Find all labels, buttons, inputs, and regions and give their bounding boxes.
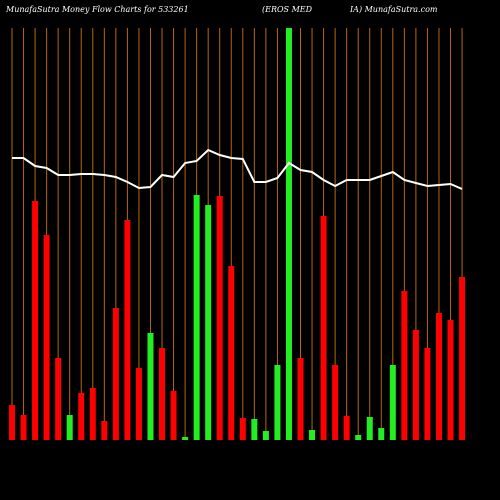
bar (355, 435, 362, 440)
bar (228, 266, 235, 440)
bar (262, 431, 269, 440)
bar (89, 388, 96, 440)
bar (216, 196, 223, 440)
bar (459, 277, 466, 440)
bar (366, 417, 373, 440)
bar (320, 216, 327, 440)
bar (112, 308, 119, 440)
chart-subtitle: (EROS MED (262, 5, 313, 14)
bar (401, 291, 408, 440)
bar (159, 348, 166, 440)
bar (124, 220, 131, 440)
bar (32, 201, 39, 440)
bar (193, 195, 200, 440)
bar (101, 421, 108, 440)
bar (378, 428, 385, 440)
bar (447, 320, 454, 440)
bar (297, 358, 304, 440)
bar (147, 333, 154, 440)
bar (9, 405, 15, 440)
chart-subtitle: IA) MunafaSutra.com (349, 5, 438, 14)
bar (251, 419, 258, 440)
bar (424, 348, 431, 440)
bar (412, 330, 419, 440)
bar (43, 235, 50, 440)
bar (435, 313, 442, 440)
bar (309, 430, 316, 440)
bar (389, 365, 396, 440)
bar (182, 437, 189, 440)
money-flow-line (12, 148, 463, 190)
bar (20, 415, 27, 440)
bar (343, 416, 350, 440)
chart-title: MunafaSutra Money Flow Charts for 533261 (5, 5, 189, 14)
bar (170, 391, 177, 440)
bar (205, 205, 212, 440)
bar (78, 393, 85, 440)
bar (332, 365, 339, 440)
bar (239, 418, 246, 440)
bar (135, 368, 142, 440)
bar (285, 28, 292, 440)
bar (274, 365, 281, 440)
bar (55, 358, 62, 440)
bar (66, 415, 73, 440)
